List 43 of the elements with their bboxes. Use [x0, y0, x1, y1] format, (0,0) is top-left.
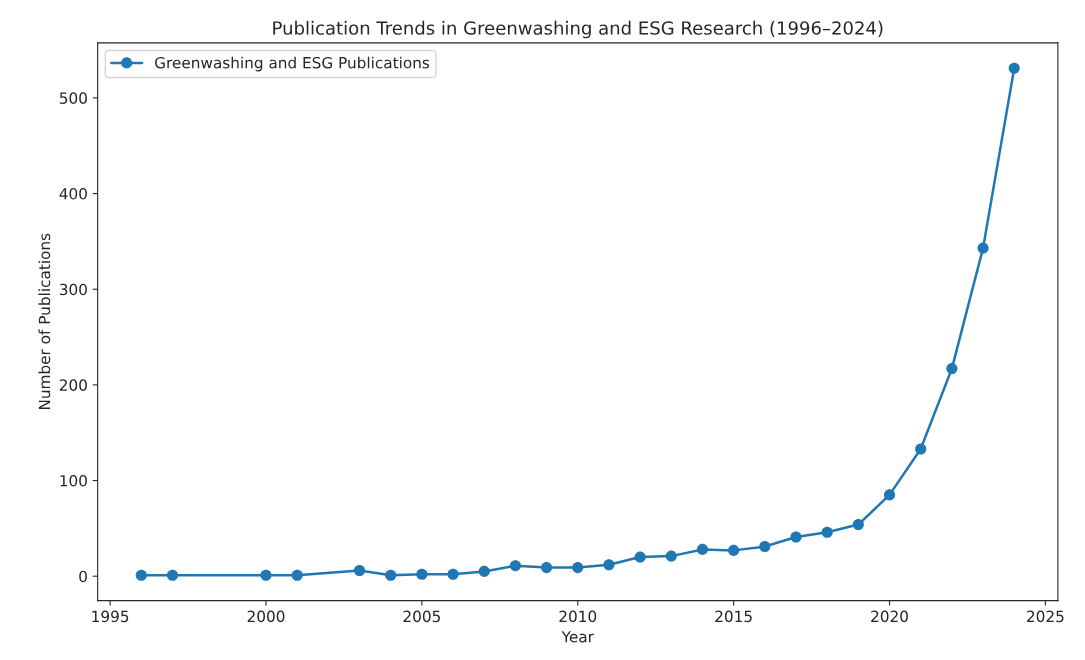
y-tick-label: 300	[59, 283, 87, 296]
y-tick-label: 500	[59, 92, 87, 104]
point	[634, 551, 646, 563]
point	[946, 363, 958, 375]
point	[447, 568, 459, 580]
x-axis-title: Year	[561, 631, 594, 643]
y-axis-title: Number of Publications	[38, 233, 51, 410]
point	[915, 443, 927, 455]
point	[665, 550, 677, 562]
point	[385, 569, 397, 581]
x-tick-label: 2000	[247, 610, 285, 623]
x-tick-label: 2025	[1027, 610, 1064, 623]
point	[977, 242, 989, 254]
y-tick-label: 0	[79, 570, 87, 583]
x-tick-label: 2015	[715, 610, 752, 623]
point	[572, 562, 584, 574]
point	[852, 518, 864, 531]
point	[821, 526, 833, 538]
y-tick-label: 400	[59, 188, 87, 200]
point	[1008, 62, 1020, 74]
y-tick-label: 100	[60, 475, 87, 487]
x-tick-label: 2020	[871, 610, 908, 623]
point	[416, 568, 428, 580]
legend-label: Greenwashing and ESG Publications	[155, 56, 430, 72]
point	[353, 564, 366, 577]
point	[478, 565, 490, 577]
y-tick-label: 200	[59, 379, 87, 391]
x-tick-label: 2010	[559, 610, 597, 623]
point	[260, 569, 272, 581]
x-tick-label: 2005	[403, 610, 440, 623]
point	[696, 543, 709, 555]
point	[759, 541, 771, 553]
point	[509, 560, 521, 572]
point	[603, 559, 615, 571]
point	[291, 569, 303, 581]
point	[166, 569, 179, 581]
point	[883, 489, 896, 501]
point	[541, 562, 553, 574]
x-tick-label: 1995	[92, 610, 129, 623]
point	[135, 569, 147, 581]
point	[790, 531, 802, 543]
chart-title: Publication Trends in Greenwashing and ESG Research (1996–2024)	[273, 20, 883, 39]
point	[728, 544, 740, 556]
